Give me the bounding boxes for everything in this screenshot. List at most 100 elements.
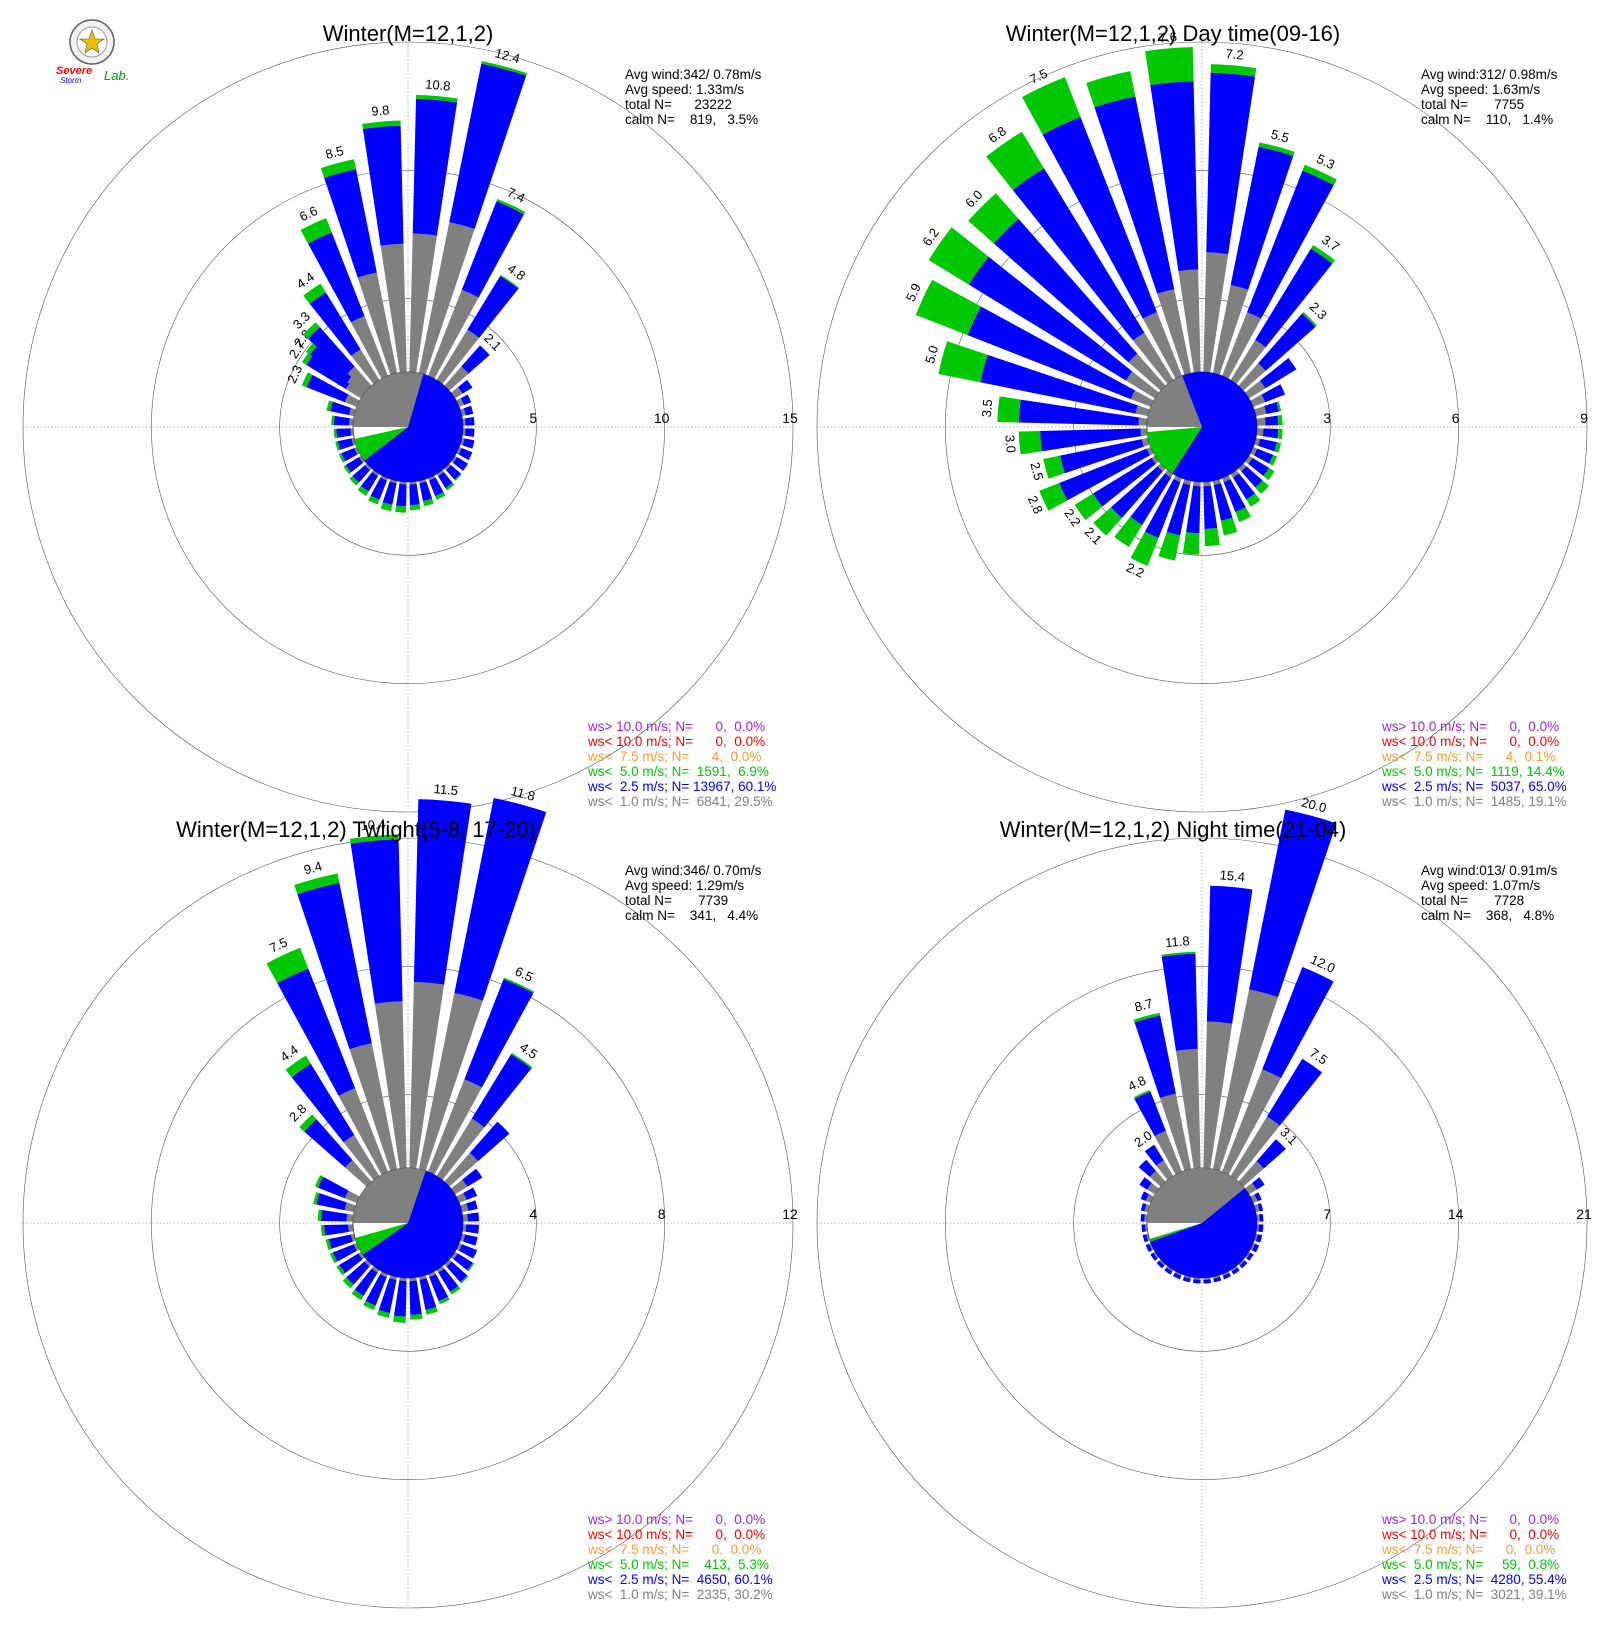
stats-line: Avg wind:013/ 0.91m/s — [1421, 863, 1558, 878]
bar-segment-green — [438, 1296, 450, 1305]
bar-segment-gray — [344, 1190, 360, 1203]
bar-segment-green — [1158, 531, 1181, 561]
direction-bar: 2.3 — [284, 363, 360, 407]
direction-bar — [1140, 1203, 1150, 1213]
bar-segment-gray — [1254, 1233, 1258, 1242]
bar-segment-green — [326, 400, 333, 412]
pie-slice-orange — [1147, 427, 1202, 433]
bar-segment-blue — [1206, 885, 1253, 1024]
legend-entry: ws< 2.5 m/s; N= 4650, 60.1% — [587, 1572, 773, 1587]
direction-bar — [329, 1243, 360, 1264]
bar-segment-green — [363, 1300, 376, 1311]
bar-segment-gray — [1256, 417, 1266, 426]
bar-segment-green — [300, 218, 332, 244]
direction-bar — [1158, 479, 1192, 561]
stats-line: Avg speed: 1.29m/s — [625, 878, 744, 893]
direction-bar — [456, 447, 473, 461]
bar-segment-blue — [1094, 96, 1175, 294]
range-ring — [22, 41, 794, 813]
bar-segment-gray — [450, 387, 463, 399]
bar-value-label: 4.8 — [1126, 1073, 1149, 1094]
bar-value-label: 2.8 — [1025, 493, 1046, 516]
direction-bar — [1244, 455, 1275, 480]
logo-lab-text: Lab. — [104, 68, 129, 83]
bar-segment-blue — [446, 1261, 468, 1283]
bar-segment-green — [997, 396, 1021, 423]
bar-segment-green — [425, 1307, 438, 1315]
direction-bar — [1138, 1159, 1166, 1187]
bar-segment-blue — [317, 1176, 349, 1199]
direction-bar — [351, 1265, 380, 1301]
bar-segment-gray — [1203, 252, 1229, 373]
wind-rose-panel-2: 3 6 97.67.25.55.33.72.32.22.12.22.82.53.03… — [816, 21, 1588, 813]
ring-tick-label: 3 — [1323, 410, 1331, 426]
bar-segment-gray — [351, 437, 356, 446]
direction-bar: 2.5 — [1027, 437, 1150, 482]
bar-segment-blue — [1141, 1224, 1146, 1233]
bar-segment-gray — [409, 233, 437, 373]
bar-segment-blue — [446, 465, 461, 480]
bar-segment-gray — [1254, 1204, 1260, 1213]
legend-entry: ws< 7.5 m/s; N= 0, 0.0% — [1381, 1542, 1555, 1557]
stats-line: Avg speed: 1.33m/s — [625, 82, 744, 97]
direction-bar: 9.4 — [294, 858, 398, 1171]
bar-segment-blue — [346, 1261, 370, 1285]
direction-bar — [450, 1251, 475, 1272]
bar-segment-blue — [466, 1200, 478, 1211]
stats-line: Avg speed: 1.07m/s — [1421, 878, 1540, 893]
bar-value-label: 7.6 — [1158, 29, 1177, 46]
bar-segment-blue — [1232, 473, 1255, 500]
bar-segment-gray — [346, 1213, 354, 1222]
direction-bar — [1254, 401, 1282, 417]
bar-segment-blue — [458, 379, 473, 394]
bar-value-label: 5.5 — [1269, 126, 1290, 145]
bar-segment-green — [938, 341, 988, 383]
bar-segment-green — [303, 322, 320, 339]
direction-bar — [1222, 475, 1251, 523]
direction-bar — [395, 481, 407, 513]
bar-segment-gray — [1128, 353, 1166, 391]
bar-segment-green — [1277, 428, 1283, 440]
bar-segment-gray — [1154, 1130, 1182, 1175]
stats-line: Avg wind:346/ 0.70m/s — [625, 863, 762, 878]
bar-segment-blue — [463, 405, 474, 416]
bar-segment-blue — [277, 968, 356, 1096]
bar-segment-gray — [428, 475, 436, 481]
bar-segment-gray — [1244, 1251, 1251, 1259]
direction-bar — [460, 437, 475, 449]
range-ring — [1073, 1094, 1331, 1352]
bar-segment-blue — [1258, 1224, 1264, 1233]
bar-segment-green — [416, 94, 458, 103]
bar-segment-green — [1263, 467, 1275, 480]
bar-segment-green — [1074, 493, 1103, 521]
bar-segment-gray — [1178, 269, 1201, 373]
stats-line: calm N= 110, 1.4% — [1421, 112, 1553, 127]
bar-segment-blue — [460, 394, 472, 406]
bar-segment-blue — [324, 1224, 349, 1236]
range-ring — [945, 966, 1459, 1480]
bar-segment-green — [325, 1238, 332, 1250]
bar-segment-gray — [409, 981, 445, 1169]
bar-segment-blue — [458, 448, 473, 461]
bar-segment-blue — [1042, 116, 1157, 319]
bar-segment-gray — [1157, 463, 1166, 472]
bar-segment-blue — [1257, 1203, 1264, 1212]
bar-segment-gray — [1173, 475, 1182, 483]
direction-bar: 4.4 — [277, 1042, 380, 1181]
bar-segment-blue — [429, 1274, 449, 1302]
bar-segment-green — [1235, 507, 1251, 523]
direction-bar: 12.0 — [1222, 952, 1338, 1175]
direction-bar — [325, 1233, 356, 1250]
direction-bar — [1222, 1271, 1231, 1280]
direction-bar — [1256, 1213, 1264, 1222]
bar-segment-blue — [469, 1121, 510, 1162]
bar-segment-gray — [1222, 475, 1231, 483]
bar-segment-blue — [1156, 1260, 1165, 1269]
bar-segment-blue — [1012, 168, 1145, 341]
direction-bar — [335, 437, 356, 451]
direction-bar — [456, 394, 472, 407]
bar-segment-gray — [344, 1202, 356, 1213]
bar-segment-green — [1310, 244, 1336, 264]
bar-segment-green — [1302, 311, 1318, 327]
bar-segment-green — [1114, 516, 1143, 547]
